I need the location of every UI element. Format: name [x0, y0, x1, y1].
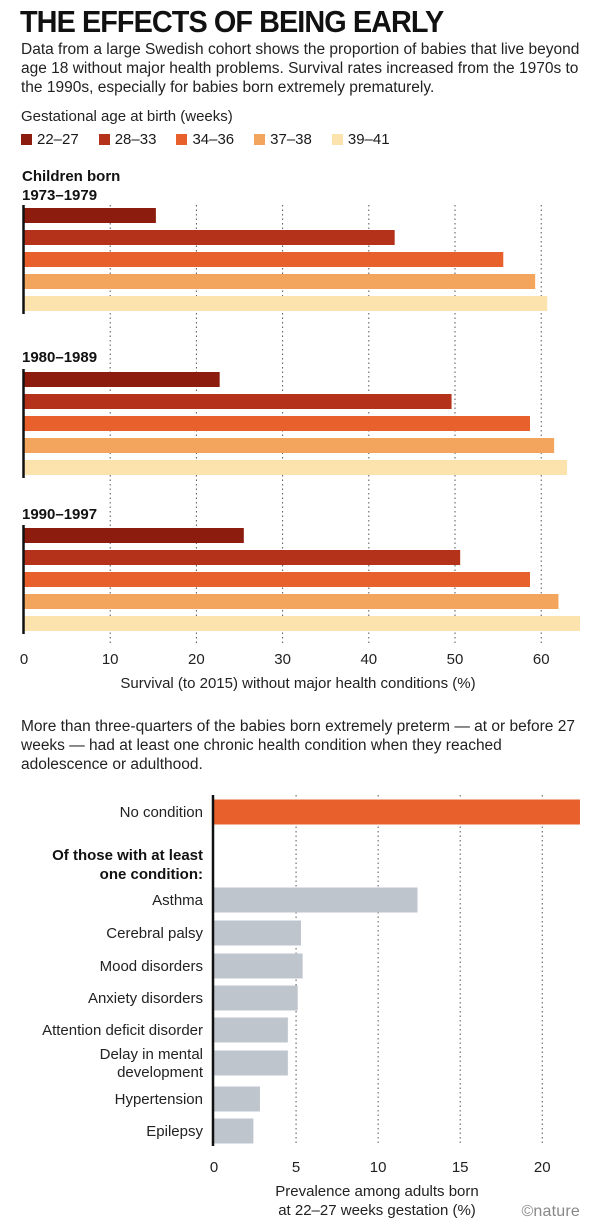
- x-tick-label: 40: [360, 651, 377, 668]
- condition-bar: [214, 953, 303, 979]
- x-tick-label: 0: [210, 1159, 218, 1176]
- condition-label: No condition: [120, 804, 203, 821]
- legend-swatch: [21, 134, 32, 145]
- x-tick-label: 30: [274, 651, 291, 668]
- survival-bar: [24, 528, 244, 543]
- page-title: THE EFFECTS OF BEING EARLY: [20, 4, 444, 39]
- survival-bar: [24, 438, 555, 453]
- x-tick-label: 0: [20, 651, 28, 668]
- legend-item: 22–27: [21, 131, 79, 148]
- survival-bar: [24, 208, 156, 223]
- legend-title: Gestational age at birth (weeks): [21, 108, 233, 125]
- x-axis-title: at 22–27 weeks gestation (%): [278, 1202, 476, 1219]
- condition-label: Attention deficit disorder: [42, 1022, 203, 1039]
- x-tick-label: 20: [534, 1159, 551, 1176]
- nature-credit: ©nature: [521, 1203, 580, 1220]
- cohort-label: 1973–1979: [22, 187, 97, 204]
- condition-label: Asthma: [152, 892, 204, 909]
- survival-bar: [24, 594, 559, 609]
- x-axis-title: Prevalence among adults born: [275, 1183, 478, 1200]
- survival-bar: [24, 230, 395, 245]
- x-tick-label: 5: [292, 1159, 300, 1176]
- condition-bar: [214, 1086, 260, 1112]
- x-tick-label: 15: [452, 1159, 469, 1176]
- x-tick-label: 10: [370, 1159, 387, 1176]
- survival-bar: [24, 460, 568, 475]
- condition-bar: [214, 920, 301, 946]
- legend-item: 37–38: [254, 131, 312, 148]
- cohort-label: 1980–1989: [22, 349, 97, 366]
- legend-label: 34–36: [192, 131, 235, 148]
- condition-label: development: [117, 1064, 204, 1081]
- legend-swatch: [331, 134, 343, 145]
- legend-item: 39–41: [331, 131, 390, 148]
- x-tick-label: 20: [188, 651, 205, 668]
- survival-bar: [24, 616, 580, 631]
- condition-bar: [214, 1017, 288, 1043]
- legend-swatch: [254, 134, 266, 145]
- survival-bar: [24, 296, 548, 311]
- condition-label: Cerebral palsy: [106, 925, 203, 942]
- condition-label: Anxiety disorders: [88, 990, 203, 1007]
- survival-bar: [24, 416, 531, 431]
- subheading: Of those with at least: [52, 847, 203, 864]
- survival-bar: [24, 252, 504, 267]
- subheading: one condition:: [100, 866, 203, 883]
- survival-chart: Children born 1973–1979 1980–1989 1990–1997…: [20, 168, 580, 692]
- survival-bar: [24, 372, 220, 387]
- survival-bar: [24, 394, 452, 409]
- condition-label: Hypertension: [115, 1091, 203, 1108]
- legend-swatch: [176, 134, 188, 145]
- cohort-label: 1990–1997: [22, 506, 97, 523]
- legend-label: 28–33: [114, 131, 157, 148]
- condition-label: Epilepsy: [146, 1123, 203, 1140]
- survival-bar: [24, 274, 536, 289]
- survival-bar: [24, 572, 531, 587]
- legend-label: 22–27: [37, 131, 79, 148]
- condition-label: Delay in mental: [100, 1046, 203, 1063]
- condition-bar: [214, 887, 418, 913]
- condition-bar: [214, 1050, 288, 1076]
- survival-bar: [24, 550, 461, 565]
- legend-label: 37–38: [270, 131, 312, 148]
- legend-label: 39–41: [347, 131, 390, 148]
- legend-item: 28–33: [98, 131, 157, 148]
- condition-bar: [214, 1118, 254, 1144]
- x-tick-label: 60: [533, 651, 550, 668]
- legend-swatch: [98, 134, 110, 145]
- conditions-intro-text: More than three-quarters of the babies b…: [21, 718, 575, 773]
- x-tick-label: 50: [447, 651, 464, 668]
- x-axis-title: Survival (to 2015) without major health …: [120, 675, 475, 692]
- legend-item: 34–36: [176, 131, 234, 148]
- cohort-label: Children born: [22, 168, 120, 185]
- condition-label: Mood disorders: [100, 958, 203, 975]
- condition-bar: [214, 799, 580, 825]
- intro-text: Data from a large Swedish cohort shows t…: [21, 41, 580, 96]
- condition-bar: [214, 985, 298, 1011]
- x-tick-label: 10: [102, 651, 119, 668]
- legend: 22–27 28–33 34–36 37–38 39–41: [21, 131, 390, 148]
